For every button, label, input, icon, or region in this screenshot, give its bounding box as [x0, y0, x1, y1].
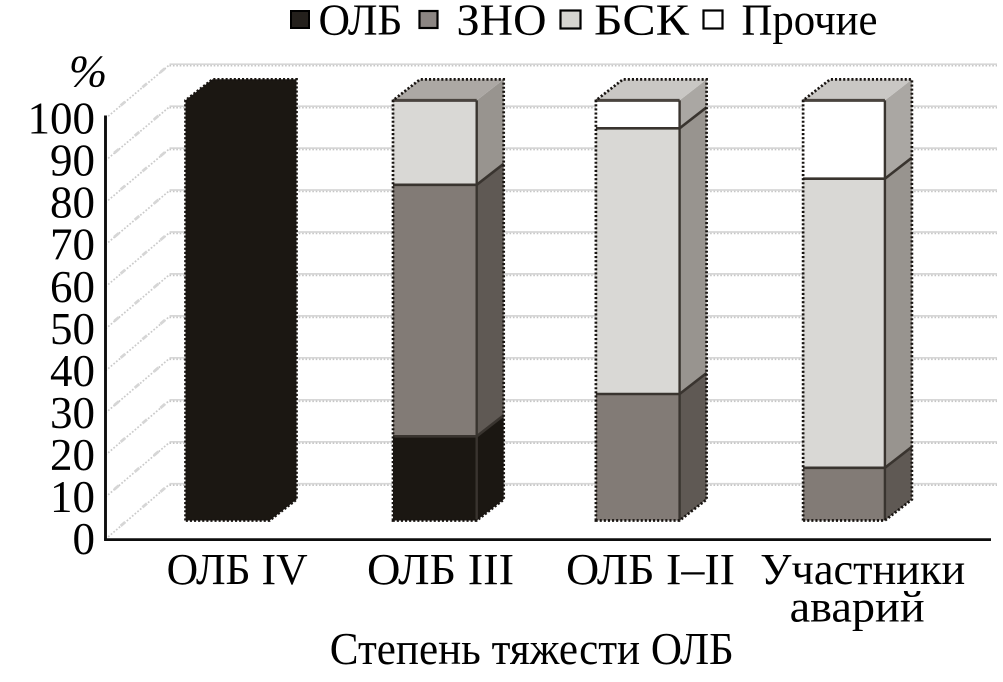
- svg-text:ОЛБ IV: ОЛБ IV: [167, 545, 308, 594]
- svg-text:0: 0: [73, 514, 96, 564]
- svg-text:70: 70: [50, 220, 95, 270]
- svg-text:БСК: БСК: [594, 0, 690, 45]
- svg-text:30: 30: [50, 388, 95, 438]
- svg-text:40: 40: [50, 346, 95, 396]
- svg-text:90: 90: [50, 136, 95, 186]
- svg-text:10: 10: [50, 472, 95, 522]
- svg-text:20: 20: [50, 430, 95, 480]
- svg-text:100: 100: [28, 94, 96, 144]
- svg-text:ЗНО: ЗНО: [457, 0, 547, 45]
- svg-text:80: 80: [50, 178, 95, 228]
- svg-text:50: 50: [50, 304, 95, 354]
- svg-text:Степень тяжести ОЛБ: Степень тяжести ОЛБ: [330, 623, 734, 674]
- svg-text:Прочие: Прочие: [742, 0, 878, 45]
- svg-text:ОЛБ: ОЛБ: [319, 0, 403, 45]
- svg-text:ОЛБ III: ОЛБ III: [367, 545, 514, 594]
- svg-text:Участники: Участники: [760, 545, 965, 594]
- svg-text:60: 60: [50, 262, 95, 312]
- svg-text:ОЛБ I–II: ОЛБ I–II: [566, 545, 735, 594]
- svg-text:аварий: аварий: [790, 583, 925, 632]
- svg-text:%: %: [69, 46, 107, 97]
